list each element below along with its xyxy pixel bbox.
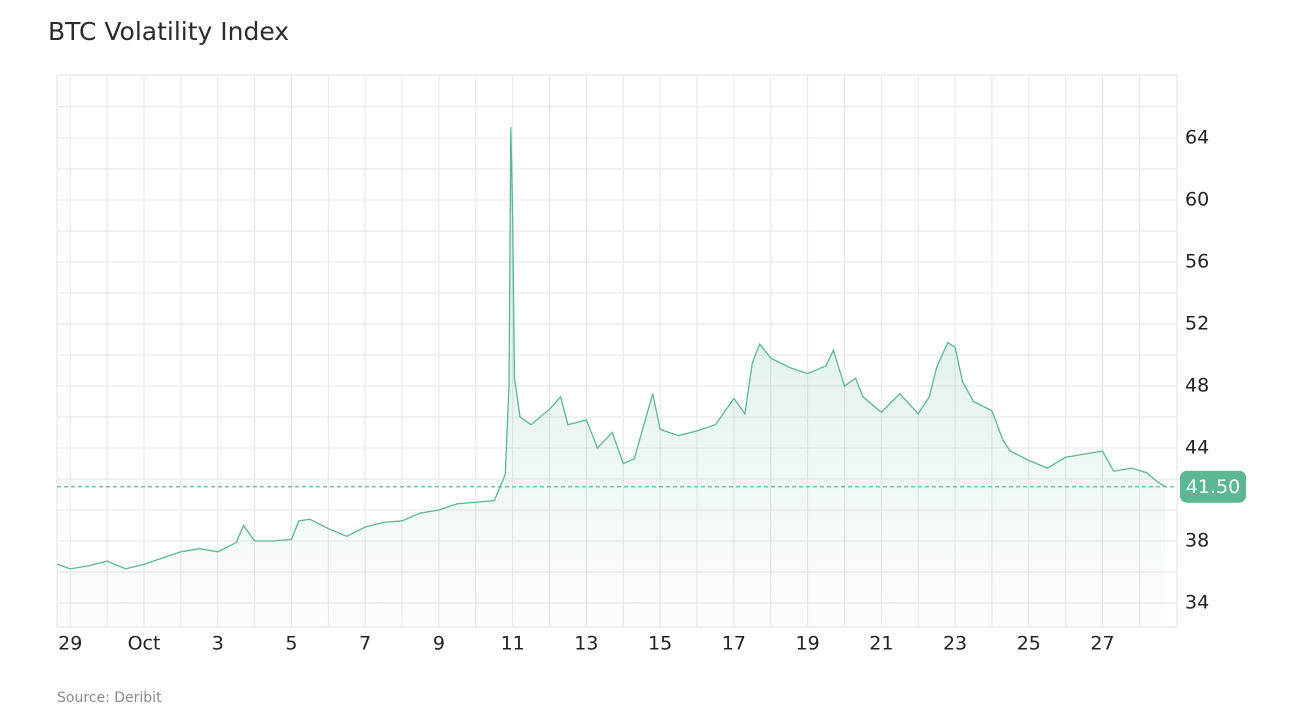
y-tick-label: 38	[1185, 529, 1209, 551]
chart-title: BTC Volatility Index	[48, 17, 289, 46]
y-tick-label: 64	[1185, 126, 1209, 148]
x-tick-label: 7	[359, 633, 371, 655]
x-tick-label: 9	[433, 633, 445, 655]
x-tick-label: 13	[574, 633, 598, 655]
current-value-badge	[1180, 470, 1246, 503]
y-tick-label: 60	[1185, 188, 1209, 210]
y-tick-label: 48	[1185, 374, 1209, 396]
source: Source: Deribit	[57, 690, 162, 706]
current-value-label: 41.50	[1186, 476, 1240, 498]
area	[57, 127, 1166, 628]
y-tick-label: 34	[1185, 591, 1209, 613]
x-tick-label: 25	[1017, 633, 1041, 655]
x-tick-label: 3	[212, 633, 224, 655]
y-tick-label: 56	[1185, 250, 1209, 272]
y-tick-label: 44	[1185, 436, 1209, 458]
x-tick-label: Oct	[128, 633, 161, 655]
x-tick-label: 19	[796, 633, 820, 655]
x-tick-label: 15	[648, 633, 672, 655]
x-tick-label: 17	[722, 633, 746, 655]
x-tick-label: 5	[285, 633, 297, 655]
x-tick-label: 21	[869, 633, 893, 655]
x-tick-label: 11	[501, 633, 525, 655]
line	[56, 127, 1166, 570]
x-tick-label: 23	[943, 633, 967, 655]
x-tick-label: 27	[1090, 633, 1114, 655]
y-tick-label: 52	[1185, 312, 1209, 334]
x-tick-label: 29	[58, 633, 82, 655]
